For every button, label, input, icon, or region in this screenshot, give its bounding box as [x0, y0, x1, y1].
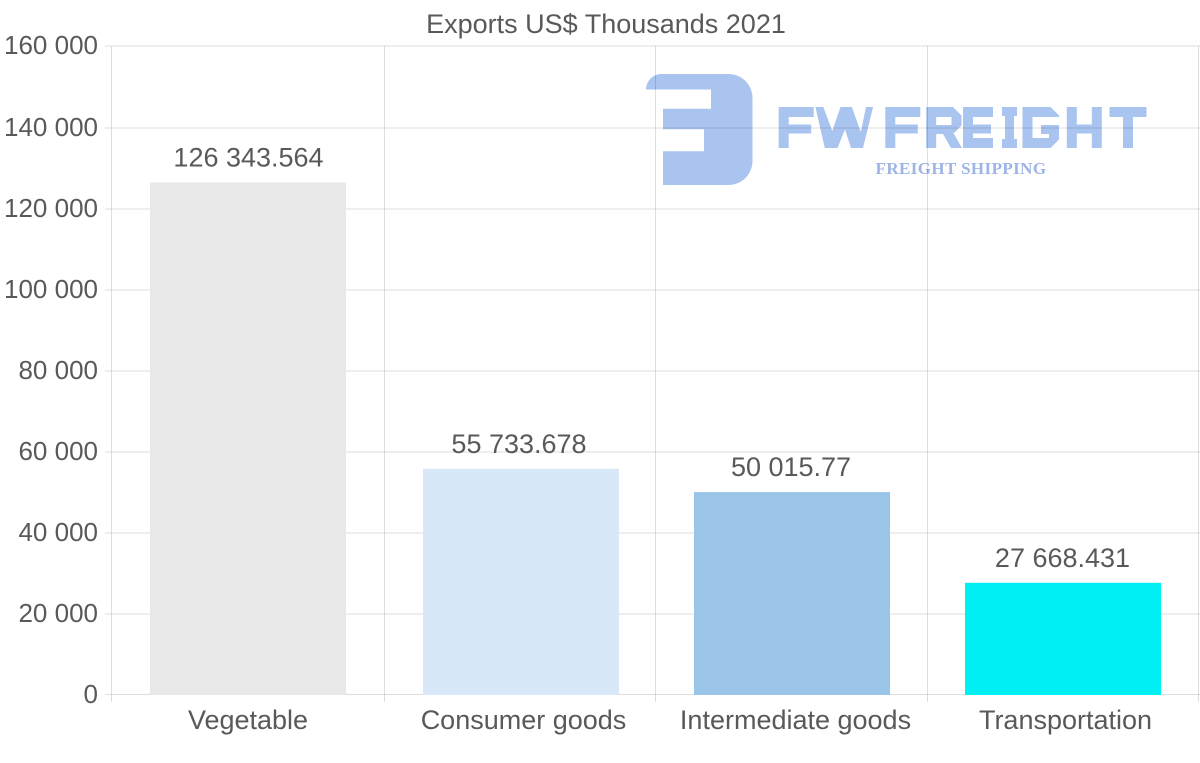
svg-text:120 000: 120 000	[4, 193, 98, 223]
svg-text:126 343.564: 126 343.564	[173, 143, 323, 173]
svg-text:80 000: 80 000	[18, 355, 98, 385]
svg-text:140 000: 140 000	[4, 112, 98, 142]
svg-text:100 000: 100 000	[4, 274, 98, 304]
svg-text:Intermediate goods: Intermediate goods	[680, 705, 911, 735]
svg-text:Transportation: Transportation	[979, 705, 1152, 735]
svg-text:27 668.431: 27 668.431	[995, 543, 1130, 573]
svg-text:40 000: 40 000	[18, 517, 98, 547]
svg-text:FREIGHT SHIPPING: FREIGHT SHIPPING	[876, 159, 1047, 178]
svg-text:160 000: 160 000	[4, 30, 98, 60]
svg-text:55 733.678: 55 733.678	[451, 429, 586, 459]
svg-text:0: 0	[84, 679, 98, 709]
svg-text:50 015.77: 50 015.77	[731, 452, 851, 482]
svg-text:Exports US$ Thousands 2021: Exports US$ Thousands 2021	[426, 9, 786, 39]
svg-text:Vegetable: Vegetable	[188, 705, 308, 735]
svg-text:Consumer goods: Consumer goods	[421, 705, 627, 735]
svg-text:60 000: 60 000	[18, 436, 98, 466]
svg-text:20 000: 20 000	[18, 598, 98, 628]
